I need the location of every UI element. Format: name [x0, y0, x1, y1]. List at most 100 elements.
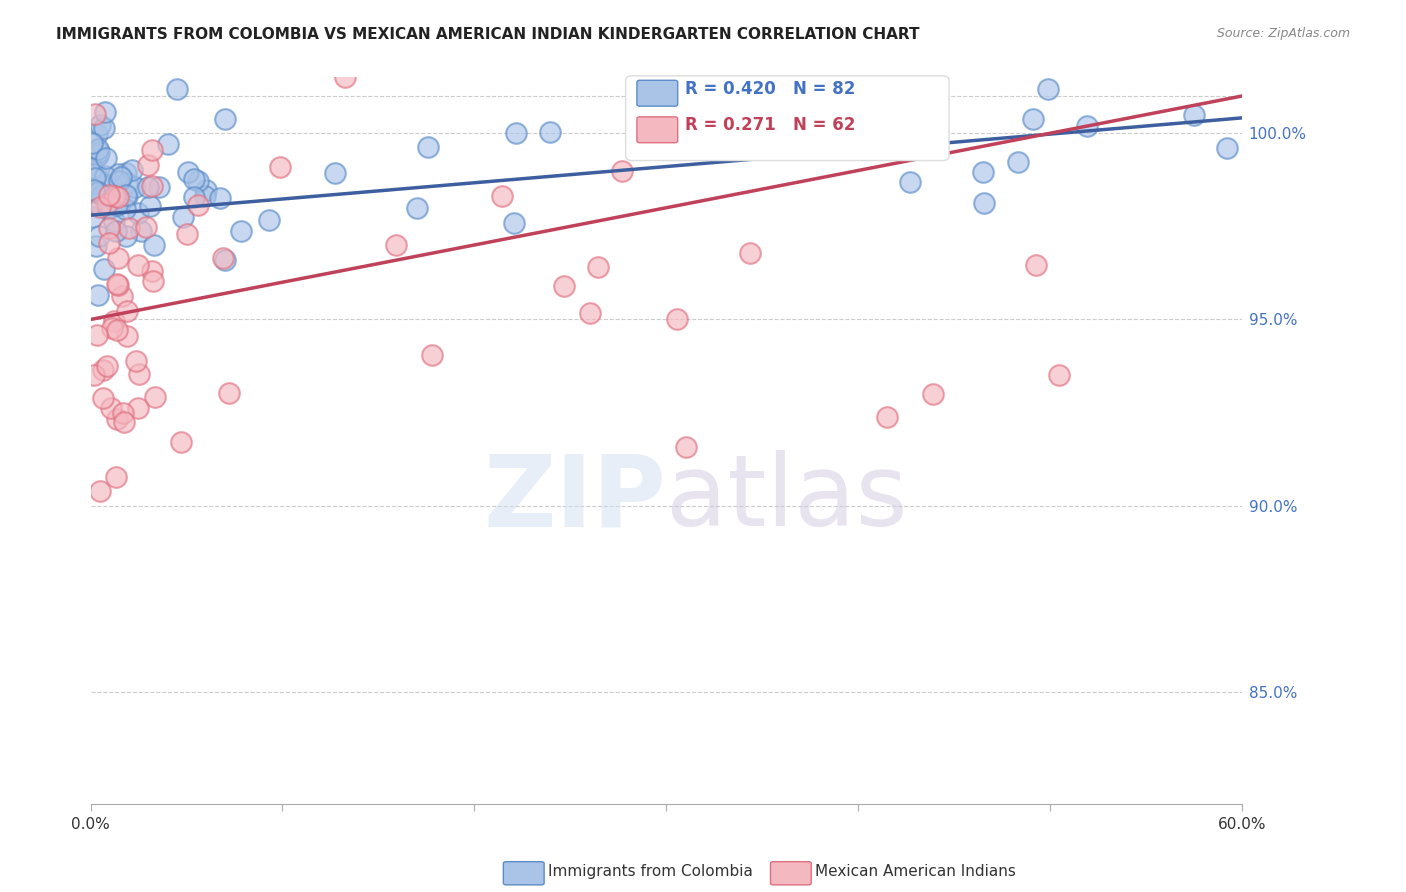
Text: Mexican American Indians: Mexican American Indians: [815, 864, 1017, 879]
Immigrants from Colombia: [93, 262, 115, 277]
Mexican American Indians: [91, 362, 114, 376]
Immigrants from Colombia: [93, 121, 115, 136]
Mexican American Indians: [921, 387, 943, 401]
Immigrants from Colombia: [114, 228, 136, 243]
Immigrants from Colombia: [1182, 108, 1205, 122]
Immigrants from Colombia: [115, 189, 138, 203]
Mexican American Indians: [111, 288, 134, 302]
Mexican American Indians: [125, 354, 148, 368]
Immigrants from Colombia: [108, 193, 131, 207]
Immigrants from Colombia: [259, 212, 281, 227]
Mexican American Indians: [107, 278, 129, 293]
Mexican American Indians: [740, 245, 762, 260]
Mexican American Indians: [86, 327, 108, 342]
Immigrants from Colombia: [82, 136, 104, 150]
Mexican American Indians: [1025, 258, 1047, 272]
Mexican American Indians: [112, 406, 135, 420]
Mexican American Indians: [269, 160, 291, 174]
Mexican American Indians: [127, 258, 149, 272]
Immigrants from Colombia: [143, 238, 166, 252]
Immigrants from Colombia: [1007, 154, 1029, 169]
Mexican American Indians: [612, 164, 634, 178]
Mexican American Indians: [218, 386, 240, 401]
Immigrants from Colombia: [208, 191, 231, 205]
Mexican American Indians: [187, 197, 209, 211]
Immigrants from Colombia: [406, 202, 429, 216]
Mexican American Indians: [96, 359, 118, 373]
Immigrants from Colombia: [187, 174, 209, 188]
Immigrants from Colombia: [502, 216, 524, 230]
Mexican American Indians: [115, 304, 138, 318]
Immigrants from Colombia: [323, 166, 346, 180]
Immigrants from Colombia: [87, 143, 110, 157]
Mexican American Indians: [107, 190, 129, 204]
Mexican American Indians: [142, 274, 165, 288]
Mexican American Indians: [141, 179, 163, 194]
Immigrants from Colombia: [166, 81, 188, 95]
Immigrants from Colombia: [80, 196, 103, 211]
Mexican American Indians: [89, 200, 111, 214]
Immigrants from Colombia: [114, 188, 136, 202]
Immigrants from Colombia: [129, 224, 152, 238]
Immigrants from Colombia: [80, 168, 103, 182]
Immigrants from Colombia: [115, 176, 138, 190]
Mexican American Indians: [876, 409, 898, 424]
Immigrants from Colombia: [83, 171, 105, 186]
Mexican American Indians: [112, 415, 135, 429]
Immigrants from Colombia: [183, 172, 205, 186]
Mexican American Indians: [101, 321, 124, 335]
Immigrants from Colombia: [97, 202, 120, 217]
Immigrants from Colombia: [924, 81, 946, 95]
Immigrants from Colombia: [87, 185, 110, 199]
Immigrants from Colombia: [107, 167, 129, 181]
Immigrants from Colombia: [172, 210, 194, 224]
Immigrants from Colombia: [83, 183, 105, 197]
Mexican American Indians: [141, 143, 163, 157]
Mexican American Indians: [136, 158, 159, 172]
Immigrants from Colombia: [94, 151, 117, 165]
Immigrants from Colombia: [97, 201, 120, 215]
Immigrants from Colombia: [538, 125, 561, 139]
Mexican American Indians: [127, 401, 149, 415]
Mexican American Indians: [728, 95, 751, 110]
Immigrants from Colombia: [177, 164, 200, 178]
Mexican American Indians: [89, 483, 111, 498]
Mexican American Indians: [84, 106, 107, 120]
Immigrants from Colombia: [103, 213, 125, 227]
Text: Source: ZipAtlas.com: Source: ZipAtlas.com: [1216, 27, 1350, 40]
Immigrants from Colombia: [229, 224, 252, 238]
Mexican American Indians: [141, 263, 163, 277]
Mexican American Indians: [491, 188, 513, 202]
Immigrants from Colombia: [93, 178, 115, 192]
Mexican American Indians: [96, 197, 118, 211]
Mexican American Indians: [91, 391, 114, 405]
Immigrants from Colombia: [214, 112, 236, 127]
Immigrants from Colombia: [87, 288, 110, 302]
Text: Immigrants from Colombia: Immigrants from Colombia: [548, 864, 754, 879]
Mexican American Indians: [586, 260, 609, 274]
Immigrants from Colombia: [121, 163, 143, 178]
Text: ZIP: ZIP: [484, 450, 666, 547]
Mexican American Indians: [128, 368, 150, 382]
Immigrants from Colombia: [1076, 119, 1098, 133]
Immigrants from Colombia: [138, 199, 160, 213]
Mexican American Indians: [384, 238, 406, 252]
Immigrants from Colombia: [101, 190, 124, 204]
Immigrants from Colombia: [972, 165, 994, 179]
Immigrants from Colombia: [114, 202, 136, 216]
Immigrants from Colombia: [124, 179, 146, 194]
Immigrants from Colombia: [82, 161, 104, 176]
Mexican American Indians: [103, 314, 125, 328]
Mexican American Indians: [98, 220, 121, 235]
Immigrants from Colombia: [115, 165, 138, 179]
Immigrants from Colombia: [214, 252, 236, 267]
Mexican American Indians: [97, 187, 120, 202]
Immigrants from Colombia: [87, 229, 110, 244]
Immigrants from Colombia: [82, 185, 104, 199]
Mexican American Indians: [176, 227, 198, 241]
Mexican American Indians: [135, 219, 157, 234]
Immigrants from Colombia: [127, 205, 149, 219]
Immigrants from Colombia: [416, 140, 439, 154]
Mexican American Indians: [143, 390, 166, 404]
Immigrants from Colombia: [84, 239, 107, 253]
